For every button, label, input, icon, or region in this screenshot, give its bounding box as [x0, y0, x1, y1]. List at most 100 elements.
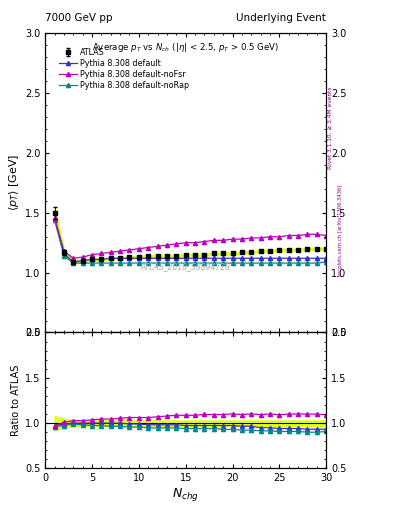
Pythia 8.308 default-noFsr — [193, 240, 197, 246]
X-axis label: $N_{chg}$: $N_{chg}$ — [172, 486, 199, 503]
Pythia 8.308 default-noFsr — [99, 250, 104, 257]
Pythia 8.308 default — [108, 255, 113, 261]
Pythia 8.308 default-noFsr — [146, 244, 151, 250]
Pythia 8.308 default-noRap — [221, 260, 226, 266]
Pythia 8.308 default — [277, 255, 282, 261]
Pythia 8.308 default-noRap — [296, 260, 301, 266]
Pythia 8.308 default-noFsr — [240, 236, 244, 242]
Pythia 8.308 default — [202, 255, 207, 261]
Y-axis label: $\langle p_T \rangle$ [GeV]: $\langle p_T \rangle$ [GeV] — [7, 154, 21, 211]
Pythia 8.308 default — [249, 255, 253, 261]
Pythia 8.308 default-noRap — [146, 260, 151, 266]
Pythia 8.308 default-noFsr — [249, 235, 253, 241]
Pythia 8.308 default — [268, 255, 272, 261]
Pythia 8.308 default-noRap — [240, 260, 244, 266]
Pythia 8.308 default-noRap — [108, 260, 113, 266]
Text: Underlying Event: Underlying Event — [236, 13, 326, 23]
Pythia 8.308 default — [136, 255, 141, 261]
Pythia 8.308 default-noFsr — [277, 233, 282, 240]
Text: ATLAS_2010_S8894728: ATLAS_2010_S8894728 — [141, 262, 231, 271]
Pythia 8.308 default — [52, 215, 57, 221]
Pythia 8.308 default — [127, 255, 132, 261]
Pythia 8.308 default — [314, 255, 319, 261]
Pythia 8.308 default — [118, 255, 123, 261]
Pythia 8.308 default — [296, 255, 301, 261]
Pythia 8.308 default-noFsr — [108, 249, 113, 255]
Text: Rivet 3.1.10, ≥ 3.4M events: Rivet 3.1.10, ≥ 3.4M events — [328, 87, 333, 169]
Pythia 8.308 default — [146, 255, 151, 261]
Line: Pythia 8.308 default: Pythia 8.308 default — [53, 216, 328, 264]
Pythia 8.308 default-noRap — [174, 260, 179, 266]
Pythia 8.308 default-noRap — [305, 260, 310, 266]
Line: Pythia 8.308 default-noRap: Pythia 8.308 default-noRap — [53, 218, 328, 265]
Pythia 8.308 default — [62, 250, 66, 257]
Pythia 8.308 default-noRap — [249, 260, 253, 266]
Pythia 8.308 default-noRap — [193, 260, 197, 266]
Pythia 8.308 default-noRap — [90, 260, 94, 266]
Pythia 8.308 default-noFsr — [221, 237, 226, 243]
Pythia 8.308 default-noFsr — [258, 235, 263, 241]
Pythia 8.308 default — [155, 255, 160, 261]
Pythia 8.308 default-noRap — [80, 260, 85, 266]
Pythia 8.308 default-noFsr — [268, 233, 272, 240]
Pythia 8.308 default — [165, 255, 169, 261]
Pythia 8.308 default-noFsr — [90, 251, 94, 258]
Pythia 8.308 default-noRap — [314, 260, 319, 266]
Pythia 8.308 default-noFsr — [118, 248, 123, 254]
Pythia 8.308 default — [183, 255, 188, 261]
Pythia 8.308 default — [193, 255, 197, 261]
Pythia 8.308 default — [305, 255, 310, 261]
Pythia 8.308 default — [211, 255, 216, 261]
Pythia 8.308 default-noRap — [99, 260, 104, 266]
Pythia 8.308 default-noRap — [211, 260, 216, 266]
Pythia 8.308 default-noRap — [324, 259, 329, 265]
Pythia 8.308 default-noFsr — [230, 236, 235, 242]
Pythia 8.308 default-noRap — [202, 260, 207, 266]
Pythia 8.308 default — [174, 255, 179, 261]
Line: Pythia 8.308 default-noFsr: Pythia 8.308 default-noFsr — [53, 216, 328, 261]
Y-axis label: Ratio to ATLAS: Ratio to ATLAS — [11, 365, 21, 436]
Pythia 8.308 default-noRap — [52, 217, 57, 223]
Pythia 8.308 default-noRap — [268, 260, 272, 266]
Pythia 8.308 default — [286, 255, 291, 261]
Pythia 8.308 default — [99, 257, 104, 263]
Pythia 8.308 default — [90, 257, 94, 263]
Pythia 8.308 default-noRap — [127, 260, 132, 266]
Pythia 8.308 default-noFsr — [211, 237, 216, 243]
Pythia 8.308 default-noFsr — [62, 248, 66, 254]
Pythia 8.308 default-noRap — [62, 253, 66, 259]
Pythia 8.308 default-noRap — [277, 260, 282, 266]
Pythia 8.308 default — [240, 255, 244, 261]
Pythia 8.308 default-noRap — [165, 260, 169, 266]
Pythia 8.308 default-noFsr — [52, 215, 57, 221]
Pythia 8.308 default-noRap — [286, 260, 291, 266]
Pythia 8.308 default-noFsr — [174, 241, 179, 247]
Pythia 8.308 default-noFsr — [136, 246, 141, 252]
Pythia 8.308 default-noFsr — [183, 240, 188, 246]
Pythia 8.308 default-noRap — [71, 260, 75, 266]
Pythia 8.308 default-noRap — [258, 260, 263, 266]
Legend: ATLAS, Pythia 8.308 default, Pythia 8.308 default-noFsr, Pythia 8.308 default-no: ATLAS, Pythia 8.308 default, Pythia 8.30… — [58, 46, 191, 92]
Text: Average $p_T$ vs $N_{ch}$ ($|\eta|$ < 2.5, $p_T$ > 0.5 GeV): Average $p_T$ vs $N_{ch}$ ($|\eta|$ < 2.… — [92, 41, 279, 54]
Pythia 8.308 default — [80, 258, 85, 264]
Pythia 8.308 default-noFsr — [324, 232, 329, 239]
Pythia 8.308 default — [221, 255, 226, 261]
Pythia 8.308 default-noFsr — [80, 254, 85, 260]
Pythia 8.308 default-noFsr — [155, 243, 160, 249]
Pythia 8.308 default — [324, 255, 329, 261]
Pythia 8.308 default — [258, 255, 263, 261]
Pythia 8.308 default — [71, 259, 75, 265]
Pythia 8.308 default-noFsr — [127, 247, 132, 253]
Pythia 8.308 default-noFsr — [314, 231, 319, 238]
Text: 7000 GeV pp: 7000 GeV pp — [45, 13, 113, 23]
Pythia 8.308 default-noFsr — [286, 232, 291, 239]
Pythia 8.308 default-noFsr — [71, 255, 75, 261]
Pythia 8.308 default-noFsr — [202, 239, 207, 245]
Pythia 8.308 default-noRap — [230, 260, 235, 266]
Pythia 8.308 default-noFsr — [296, 232, 301, 239]
Pythia 8.308 default-noRap — [155, 260, 160, 266]
Pythia 8.308 default — [230, 255, 235, 261]
Pythia 8.308 default-noRap — [118, 260, 123, 266]
Text: mcplots.cern.ch [arXiv:1306.3436]: mcplots.cern.ch [arXiv:1306.3436] — [338, 185, 343, 276]
Pythia 8.308 default-noRap — [136, 260, 141, 266]
